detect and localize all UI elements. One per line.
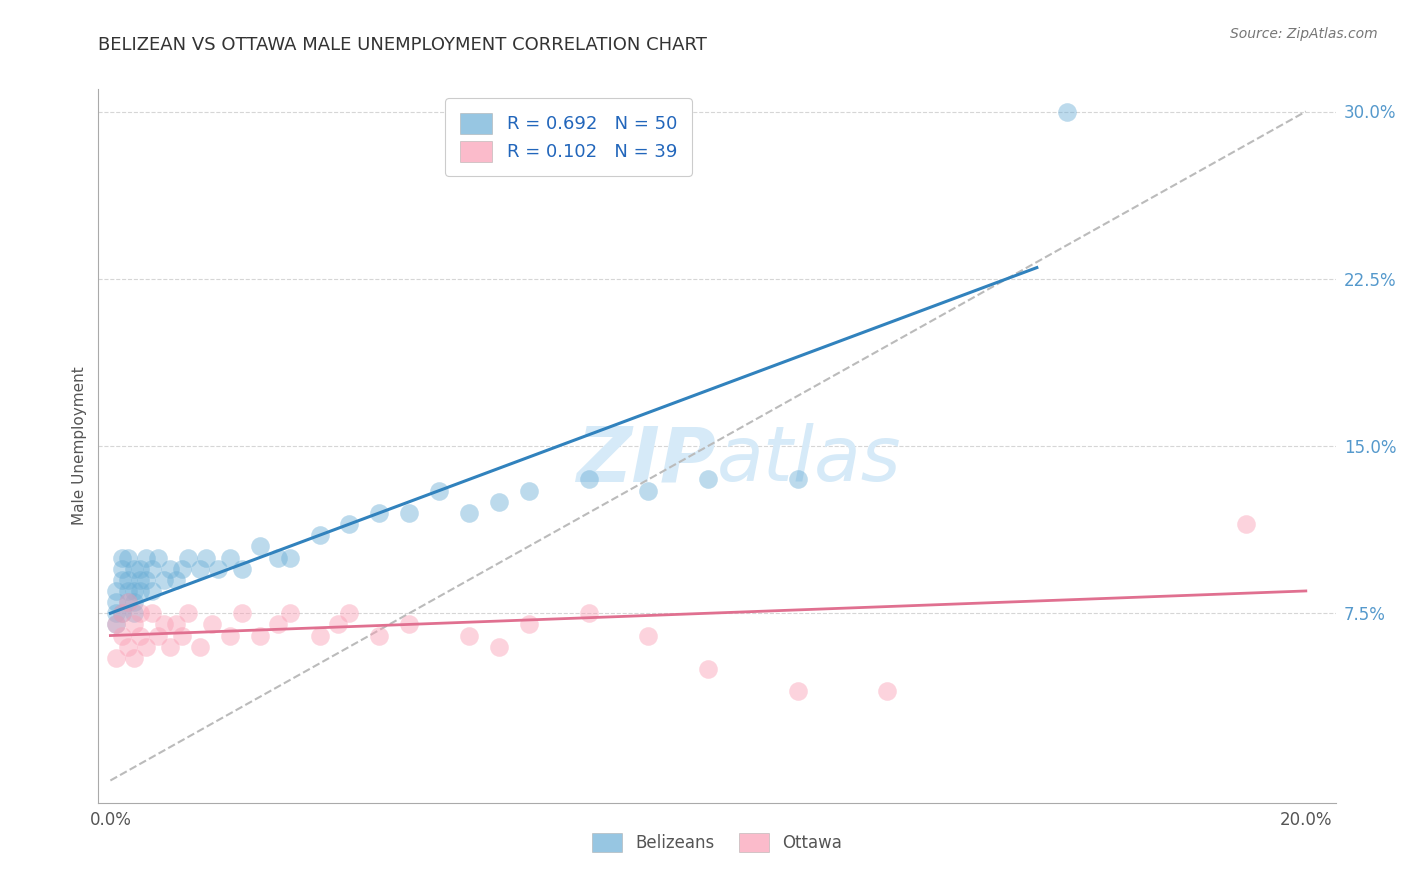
Point	[697, 662, 720, 676]
Point	[517, 617, 540, 632]
Text: Source: ZipAtlas.com: Source: ZipAtlas.com	[1230, 27, 1378, 41]
Point	[458, 628, 481, 642]
Point	[398, 506, 420, 520]
Point	[267, 550, 290, 565]
Point	[517, 483, 540, 498]
Point	[165, 617, 187, 632]
Point	[188, 562, 211, 576]
Point	[105, 583, 128, 598]
Point	[124, 583, 146, 598]
Point	[308, 528, 330, 542]
Point	[111, 573, 134, 587]
Point	[105, 617, 128, 632]
Point	[339, 517, 361, 532]
Point	[427, 483, 450, 498]
Point	[111, 607, 134, 621]
Point	[172, 628, 194, 642]
Point	[488, 494, 510, 508]
Point	[148, 628, 170, 642]
Point	[117, 583, 139, 598]
Point	[129, 562, 152, 576]
Point	[105, 595, 128, 609]
Point	[368, 506, 391, 520]
Point	[578, 607, 600, 621]
Point	[111, 550, 134, 565]
Text: BELIZEAN VS OTTAWA MALE UNEMPLOYMENT CORRELATION CHART: BELIZEAN VS OTTAWA MALE UNEMPLOYMENT COR…	[98, 36, 707, 54]
Point	[1234, 517, 1257, 532]
Point	[111, 562, 134, 576]
Point	[326, 617, 349, 632]
Point	[249, 628, 271, 642]
Point	[368, 628, 391, 642]
Point	[398, 617, 420, 632]
Point	[207, 562, 229, 576]
Point	[188, 640, 211, 654]
Point	[111, 607, 134, 621]
Point	[876, 684, 898, 698]
Point	[172, 562, 194, 576]
Legend: Belizeans, Ottawa: Belizeans, Ottawa	[578, 820, 856, 866]
Point	[117, 640, 139, 654]
Point	[177, 550, 200, 565]
Point	[105, 607, 128, 621]
Point	[117, 595, 139, 609]
Point	[117, 595, 139, 609]
Point	[135, 573, 157, 587]
Point	[578, 473, 600, 487]
Point	[786, 473, 808, 487]
Point	[135, 640, 157, 654]
Point	[1056, 104, 1078, 119]
Point	[195, 550, 218, 565]
Point	[135, 550, 157, 565]
Point	[637, 483, 659, 498]
Point	[697, 473, 720, 487]
Point	[637, 628, 659, 642]
Point	[141, 562, 163, 576]
Y-axis label: Male Unemployment: Male Unemployment	[72, 367, 87, 525]
Point	[124, 607, 146, 621]
Point	[117, 550, 139, 565]
Point	[278, 607, 301, 621]
Point	[339, 607, 361, 621]
Point	[308, 628, 330, 642]
Point	[249, 539, 271, 553]
Point	[488, 640, 510, 654]
Point	[141, 607, 163, 621]
Point	[124, 617, 146, 632]
Point	[278, 550, 301, 565]
Point	[165, 573, 187, 587]
Point	[177, 607, 200, 621]
Point	[148, 550, 170, 565]
Point	[159, 562, 181, 576]
Point	[129, 583, 152, 598]
Point	[111, 628, 134, 642]
Point	[231, 607, 253, 621]
Point	[786, 684, 808, 698]
Point	[124, 562, 146, 576]
Point	[219, 550, 242, 565]
Point	[231, 562, 253, 576]
Point	[153, 573, 176, 587]
Text: ZIP: ZIP	[578, 424, 717, 497]
Point	[129, 628, 152, 642]
Point	[117, 573, 139, 587]
Point	[201, 617, 224, 632]
Point	[105, 651, 128, 665]
Point	[219, 628, 242, 642]
Point	[153, 617, 176, 632]
Point	[124, 651, 146, 665]
Point	[458, 506, 481, 520]
Text: atlas: atlas	[717, 424, 901, 497]
Point	[105, 617, 128, 632]
Point	[159, 640, 181, 654]
Point	[267, 617, 290, 632]
Point	[129, 607, 152, 621]
Point	[129, 573, 152, 587]
Point	[141, 583, 163, 598]
Point	[124, 595, 146, 609]
